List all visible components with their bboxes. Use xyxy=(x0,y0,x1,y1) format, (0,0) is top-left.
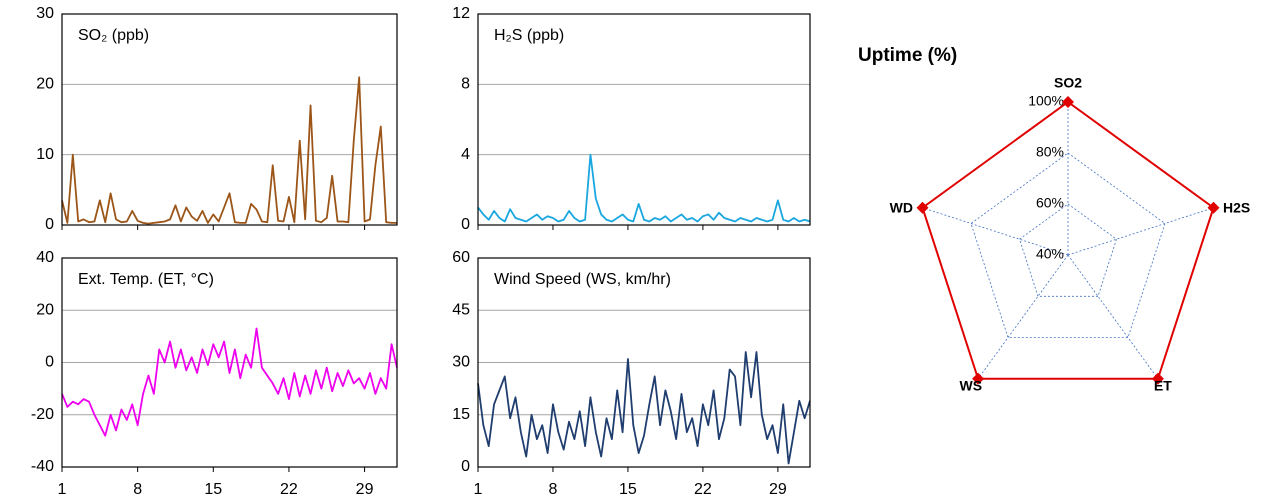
y-tick-label: 12 xyxy=(452,5,470,22)
data-marker xyxy=(1207,201,1220,214)
r-tick-label: 80% xyxy=(1036,144,1064,160)
grid-ring xyxy=(1019,203,1117,297)
y-tick-label: -40 xyxy=(31,458,54,475)
category-label: WD xyxy=(890,199,913,215)
r-tick-label: 100% xyxy=(1028,93,1064,109)
r-tick-label: 40% xyxy=(1036,246,1064,262)
y-tick-label: 0 xyxy=(461,216,470,233)
y-tick-label: 45 xyxy=(452,301,470,318)
panel-title: H₂S (ppb) xyxy=(494,27,564,44)
spoke xyxy=(922,207,1069,256)
y-tick-label: 0 xyxy=(45,354,54,371)
y-tick-label: -20 xyxy=(31,406,54,423)
x-tick-label: 8 xyxy=(549,481,558,498)
y-tick-label: 30 xyxy=(36,5,54,22)
panel-title: Ext. Temp. (ET, °C) xyxy=(78,271,214,288)
data-line xyxy=(477,153,811,223)
panel-title: SO₂ (ppb) xyxy=(78,27,149,44)
plot-frame xyxy=(61,257,398,468)
y-tick-label: 30 xyxy=(452,354,470,371)
x-tick-label: 1 xyxy=(58,481,67,498)
data-line xyxy=(61,327,398,437)
y-tick-label: 4 xyxy=(461,146,470,163)
y-tick-label: 10 xyxy=(36,146,54,163)
plot-frame xyxy=(477,257,811,468)
spoke xyxy=(1067,254,1159,380)
plot-frame xyxy=(61,13,398,226)
data-line xyxy=(477,351,811,465)
y-tick-label: 0 xyxy=(461,458,470,475)
x-tick-label: 1 xyxy=(474,481,483,498)
spoke xyxy=(1067,207,1214,256)
data-marker xyxy=(972,372,985,385)
radar-title: Uptime (%) xyxy=(858,45,957,66)
x-tick-label: 15 xyxy=(204,481,222,498)
x-tick-label: 29 xyxy=(769,481,787,498)
y-tick-label: 15 xyxy=(452,406,470,423)
y-tick-label: 40 xyxy=(36,249,54,266)
y-tick-label: 60 xyxy=(452,249,470,266)
y-tick-label: 0 xyxy=(45,216,54,233)
x-tick-label: 8 xyxy=(133,481,142,498)
spoke xyxy=(977,254,1069,380)
y-tick-label: 20 xyxy=(36,301,54,318)
data-polygon xyxy=(921,100,1215,380)
data-marker xyxy=(1151,372,1164,385)
category-label: WS xyxy=(960,377,983,393)
category-label: H2S xyxy=(1223,199,1250,215)
category-label: SO2 xyxy=(1054,75,1082,91)
data-marker xyxy=(1062,96,1074,108)
panel-title: Wind Speed (WS, km/hr) xyxy=(494,271,671,288)
x-tick-label: 22 xyxy=(280,481,298,498)
r-tick-label: 60% xyxy=(1036,195,1064,211)
y-tick-label: 20 xyxy=(36,76,54,93)
x-tick-label: 29 xyxy=(356,481,374,498)
grid-ring xyxy=(922,101,1214,380)
data-line xyxy=(61,76,397,225)
x-tick-label: 22 xyxy=(694,481,712,498)
category-label: ET xyxy=(1154,377,1172,393)
y-tick-label: 8 xyxy=(461,76,470,93)
x-tick-label: 15 xyxy=(619,481,637,498)
data-marker xyxy=(916,201,929,214)
plot-frame xyxy=(477,13,811,226)
